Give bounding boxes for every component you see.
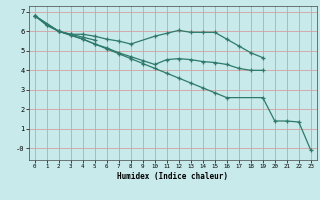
- X-axis label: Humidex (Indice chaleur): Humidex (Indice chaleur): [117, 172, 228, 181]
